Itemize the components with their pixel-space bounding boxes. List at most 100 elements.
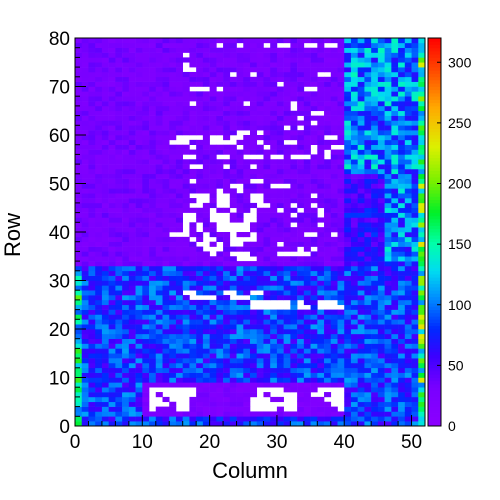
heatmap-cell <box>155 47 163 53</box>
heatmap-cell <box>330 246 338 252</box>
heatmap-cell <box>330 314 338 320</box>
heatmap-cell <box>391 324 399 330</box>
heatmap-cell <box>108 159 116 165</box>
heatmap-cell <box>344 173 352 179</box>
heatmap-cell <box>276 173 284 179</box>
heatmap-cell <box>317 401 325 407</box>
heatmap-cell <box>310 207 318 213</box>
heatmap-cell <box>357 348 365 354</box>
heatmap-cell <box>209 159 217 165</box>
heatmap-cell <box>175 333 183 339</box>
heatmap-cell <box>357 256 365 262</box>
heatmap-cell <box>229 343 237 349</box>
heatmap-cell <box>250 125 258 131</box>
heatmap-cell <box>175 149 183 155</box>
heatmap-cell <box>88 57 96 63</box>
heatmap-cell <box>391 290 399 296</box>
heatmap-cell <box>95 178 103 184</box>
heatmap-cell <box>290 241 298 247</box>
heatmap-cell <box>364 304 372 310</box>
heatmap-cell <box>256 329 264 335</box>
heatmap-cell <box>283 91 291 97</box>
heatmap-cell <box>324 159 332 165</box>
heatmap-cell <box>101 110 109 116</box>
heatmap-cell <box>398 421 406 427</box>
heatmap-cell <box>88 299 96 306</box>
heatmap-cell <box>337 411 345 417</box>
heatmap-cell <box>229 149 237 155</box>
heatmap-cell <box>297 168 305 175</box>
heatmap-cell <box>324 202 332 209</box>
heatmap-cell <box>175 265 183 272</box>
heatmap-cell <box>209 115 217 121</box>
heatmap-cell <box>128 232 136 238</box>
heatmap-cell <box>290 125 298 131</box>
heatmap-cell <box>371 125 379 131</box>
heatmap-cell <box>398 348 406 354</box>
heatmap-cell <box>297 367 305 373</box>
heatmap-cell <box>364 280 372 286</box>
heatmap-cell <box>236 81 244 87</box>
heatmap-cell <box>189 227 197 233</box>
colorbar-segment <box>428 167 441 171</box>
heatmap-cell <box>283 319 291 325</box>
heatmap-cell <box>101 304 109 310</box>
heatmap-cell <box>364 183 372 189</box>
heatmap-cell <box>162 139 170 145</box>
heatmap-cell <box>317 52 325 58</box>
heatmap-cell <box>101 38 109 44</box>
heatmap-cell <box>250 338 258 344</box>
heatmap-cell <box>263 57 271 63</box>
heatmap-cell <box>209 52 217 58</box>
heatmap-cell <box>310 173 318 179</box>
heatmap-cell <box>310 343 318 349</box>
heatmap-cell <box>357 265 365 272</box>
heatmap-cell <box>371 343 379 349</box>
heatmap-cell <box>398 396 406 403</box>
heatmap-cell <box>317 338 325 344</box>
colorbar-tick-label: 0 <box>448 418 456 434</box>
heatmap-cell <box>175 227 183 233</box>
heatmap-cell <box>290 232 298 238</box>
heatmap-cell <box>108 382 116 388</box>
heatmap-cell <box>209 290 217 296</box>
heatmap-cell <box>209 62 217 68</box>
heatmap-cell <box>377 270 385 276</box>
heatmap-cell <box>196 67 204 73</box>
heatmap-cell <box>223 207 231 213</box>
heatmap-cell <box>75 110 83 116</box>
heatmap-cell <box>81 246 89 252</box>
heatmap-cell <box>243 246 251 252</box>
heatmap-cell <box>115 270 123 276</box>
heatmap-cell <box>88 202 96 209</box>
heatmap-cell <box>236 207 244 213</box>
heatmap-cell <box>175 353 183 359</box>
heatmap-cell <box>182 411 190 417</box>
heatmap-cell <box>357 367 365 373</box>
heatmap-cell <box>344 202 352 209</box>
heatmap-cell <box>391 251 399 257</box>
heatmap-cell <box>384 343 392 349</box>
heatmap-cell <box>391 115 399 121</box>
heatmap-cell <box>142 86 150 92</box>
heatmap-cell <box>330 275 338 281</box>
heatmap-cell <box>75 139 83 145</box>
heatmap-cell <box>371 62 379 68</box>
heatmap-cell <box>182 105 190 112</box>
heatmap-cell <box>101 222 109 228</box>
heatmap-cell <box>310 212 318 218</box>
heatmap-cell <box>243 57 251 63</box>
heatmap-cell <box>155 81 163 87</box>
heatmap-cell <box>75 159 83 165</box>
heatmap-cell <box>189 173 197 179</box>
heatmap-cell <box>263 256 271 262</box>
heatmap-cell <box>108 333 116 339</box>
heatmap-cell <box>155 67 163 73</box>
heatmap-cell <box>142 62 150 68</box>
heatmap-cell <box>344 91 352 97</box>
heatmap-cell <box>189 314 197 320</box>
heatmap-cell <box>149 343 157 349</box>
colorbar-segment <box>428 254 441 259</box>
heatmap-cell <box>101 71 109 78</box>
heatmap-cell <box>169 329 177 335</box>
